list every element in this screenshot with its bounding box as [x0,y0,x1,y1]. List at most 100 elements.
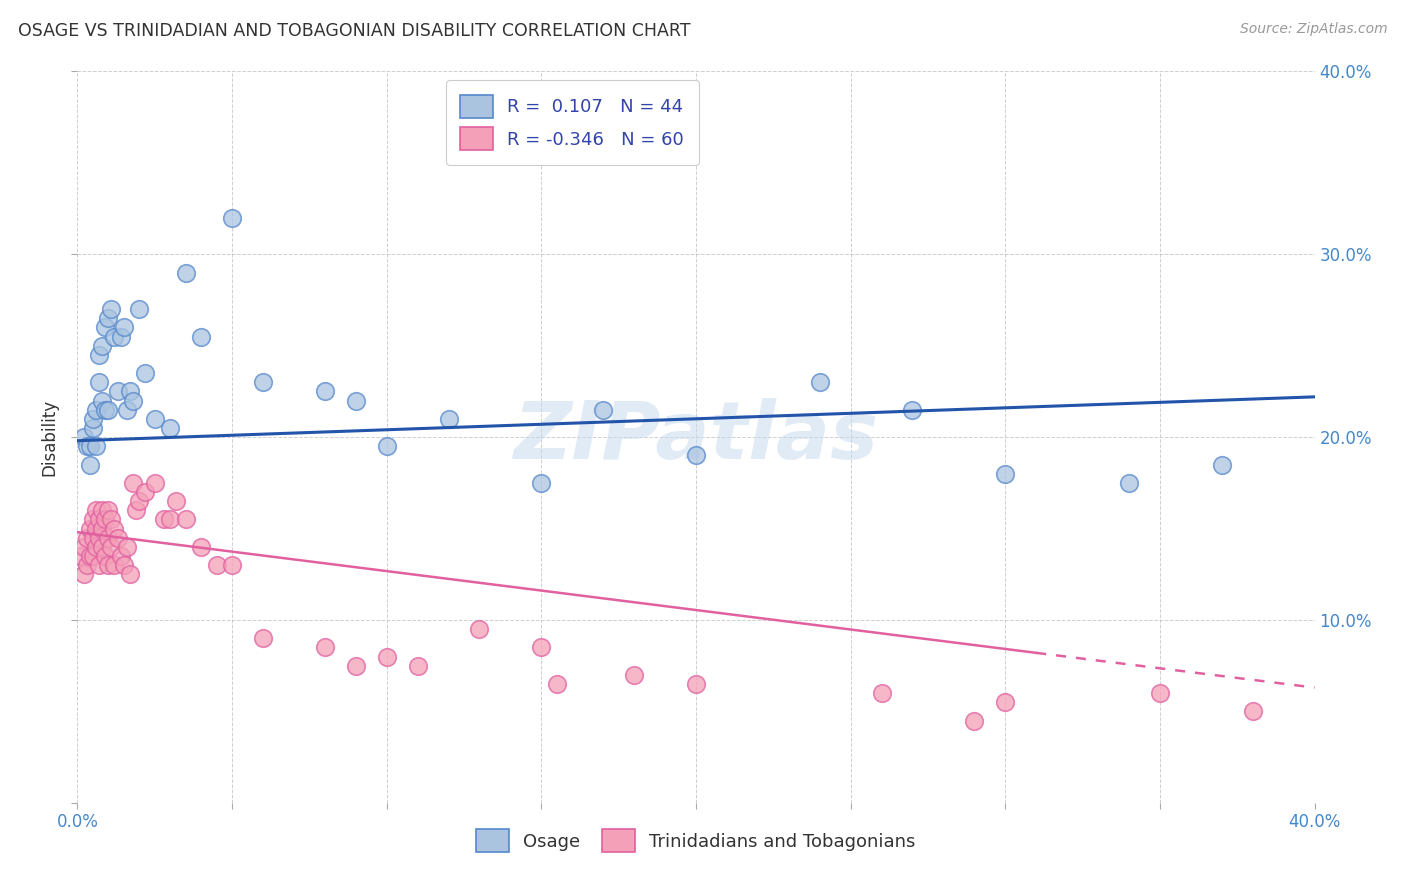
Point [79,439,101,453]
Point [82,421,104,435]
Point [174,266,197,280]
Point [82,412,104,426]
Point [84,439,107,453]
Point [963,714,986,728]
Point [94,549,117,563]
Point [82,512,104,526]
Point [530,640,553,655]
Point [252,376,274,390]
Point [252,632,274,646]
Point [143,475,166,490]
Point [143,412,166,426]
Point [134,366,156,380]
Point [190,329,212,343]
Point [808,376,831,390]
Point [994,467,1017,481]
Point [94,320,117,334]
Point [375,649,398,664]
Text: Source: ZipAtlas.com: Source: ZipAtlas.com [1240,22,1388,37]
Point [91,521,114,535]
Point [97,402,120,417]
Point [97,558,120,573]
Point [685,677,707,691]
Point [100,301,122,317]
Point [122,393,145,408]
Point [125,503,148,517]
Point [87,531,110,545]
Point [134,485,156,500]
Point [82,549,104,563]
Point [159,512,181,526]
Point [107,384,129,399]
Point [221,211,243,225]
Point [87,348,110,362]
Point [344,658,367,673]
Point [530,475,553,490]
Point [91,393,114,408]
Text: OSAGE VS TRINIDADIAN AND TOBAGONIAN DISABILITY CORRELATION CHART: OSAGE VS TRINIDADIAN AND TOBAGONIAN DISA… [18,22,690,40]
Point [100,512,122,526]
Point [870,686,893,700]
Point [100,540,122,554]
Point [79,458,101,472]
Point [103,329,125,343]
Legend: Osage, Trinidadians and Tobagonians: Osage, Trinidadians and Tobagonians [470,822,922,860]
Point [112,320,135,334]
Point [994,695,1017,709]
Point [103,558,125,573]
Point [87,512,110,526]
Point [221,558,243,573]
Point [84,540,107,554]
Point [344,393,367,408]
Point [901,402,924,417]
Point [174,512,197,526]
Point [592,402,614,417]
Point [165,494,187,508]
Point [1149,686,1171,700]
Point [94,512,117,526]
Point [1211,458,1233,472]
Point [91,540,114,554]
Point [82,531,104,545]
Point [1118,475,1140,490]
Point [118,384,141,399]
Point [112,558,135,573]
Point [97,311,120,326]
Point [1241,705,1264,719]
Point [94,402,117,417]
Point [84,521,107,535]
Point [91,503,114,517]
Point [375,439,398,453]
Point [128,494,150,508]
Point [468,622,491,636]
Point [84,503,107,517]
Point [623,667,645,681]
Point [110,329,132,343]
Point [76,439,98,453]
Point [72,567,94,582]
Point [87,376,110,390]
Point [107,531,129,545]
Point [153,512,176,526]
Point [97,503,120,517]
Point [103,521,125,535]
Point [159,421,181,435]
Point [190,540,212,554]
Text: ZIPatlas: ZIPatlas [513,398,879,476]
Point [205,558,228,573]
Point [546,677,568,691]
Point [685,449,707,463]
Point [314,640,336,655]
Point [91,338,114,352]
Point [122,475,145,490]
Point [69,549,91,563]
Point [118,567,141,582]
Point [128,301,150,317]
Point [79,549,101,563]
Point [97,531,120,545]
Point [110,549,132,563]
Point [72,430,94,444]
Point [115,402,138,417]
Point [437,412,460,426]
Point [84,402,107,417]
